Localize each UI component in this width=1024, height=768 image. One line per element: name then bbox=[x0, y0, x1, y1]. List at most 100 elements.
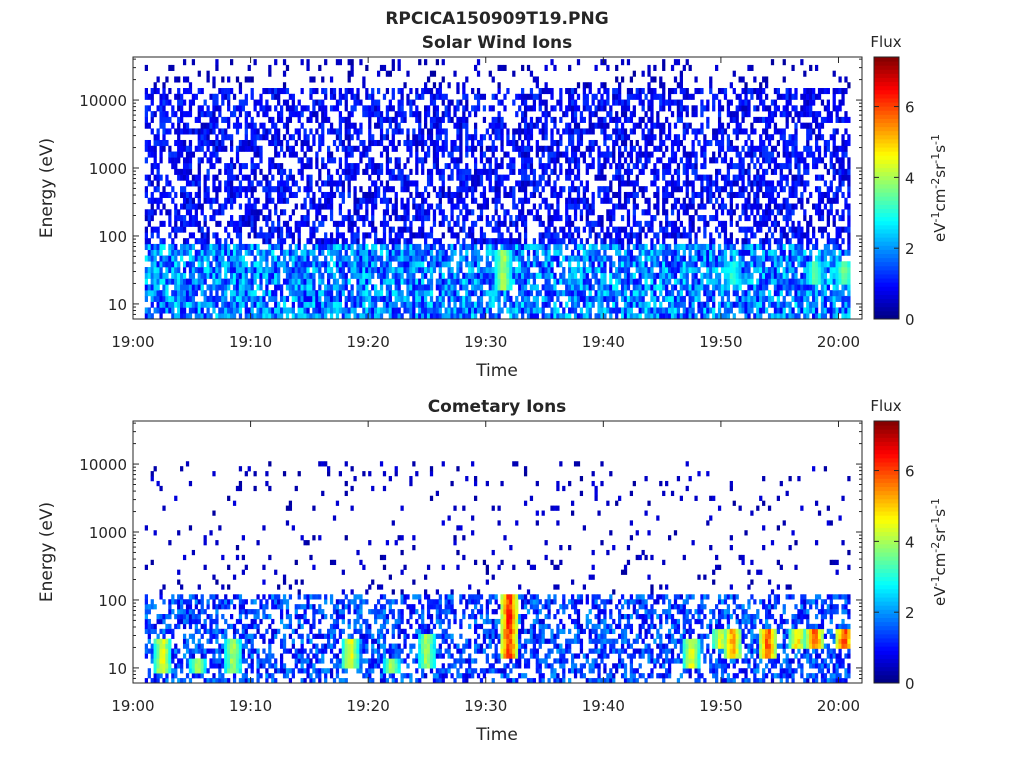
heatmap-cell bbox=[606, 122, 610, 129]
heatmap-cell bbox=[603, 163, 607, 170]
heatmap-cell bbox=[153, 272, 157, 279]
heatmap-cell bbox=[382, 197, 387, 204]
heatmap-cell bbox=[691, 301, 695, 308]
heatmap-cell bbox=[312, 197, 316, 204]
heatmap-cell bbox=[521, 272, 525, 279]
heatmap-cell bbox=[673, 203, 678, 210]
heatmap-cell bbox=[329, 209, 334, 216]
heatmap-cell bbox=[212, 105, 216, 112]
heatmap-cell bbox=[218, 243, 222, 250]
heatmap-cell bbox=[365, 249, 369, 256]
heatmap-cell bbox=[235, 249, 240, 256]
heatmap-cell bbox=[265, 261, 269, 268]
heatmap-cell bbox=[468, 168, 472, 175]
heatmap-cell bbox=[212, 232, 216, 239]
heatmap-cell bbox=[156, 186, 160, 193]
heatmap-cell bbox=[247, 174, 251, 181]
heatmap-cell bbox=[656, 261, 660, 268]
heatmap-cell bbox=[579, 111, 584, 118]
heatmap-cell bbox=[656, 111, 660, 118]
heatmap-cell bbox=[379, 295, 384, 302]
heatmap-cell bbox=[468, 307, 472, 314]
heatmap-cell bbox=[685, 278, 689, 285]
heatmap-cell bbox=[182, 203, 187, 210]
heatmap-cell bbox=[626, 215, 631, 222]
heatmap-cell bbox=[635, 88, 639, 95]
heatmap-cell bbox=[676, 111, 681, 118]
heatmap-cell bbox=[344, 278, 348, 285]
heatmap-cell bbox=[341, 220, 345, 227]
heatmap-cell bbox=[612, 272, 616, 279]
heatmap-cell bbox=[476, 272, 481, 279]
heatmap-cell bbox=[327, 301, 331, 308]
heatmap-cell bbox=[424, 122, 428, 129]
heatmap-cell bbox=[238, 232, 243, 239]
heatmap-cell bbox=[309, 295, 313, 302]
heatmap-cell bbox=[306, 64, 310, 71]
heatmap-cell bbox=[653, 64, 657, 71]
heatmap-cell bbox=[265, 111, 269, 118]
heatmap-cell bbox=[653, 284, 657, 291]
heatmap-cell bbox=[388, 278, 392, 285]
heatmap-cell bbox=[282, 59, 287, 66]
heatmap-cell bbox=[632, 313, 636, 320]
heatmap-cell bbox=[277, 261, 281, 268]
heatmap-cell bbox=[573, 238, 578, 245]
heatmap-cell bbox=[194, 209, 198, 216]
heatmap-cell bbox=[232, 226, 237, 233]
heatmap-cell bbox=[679, 278, 683, 285]
heatmap-cell bbox=[682, 255, 686, 262]
heatmap-cell bbox=[171, 255, 175, 262]
heatmap-cell bbox=[635, 243, 639, 250]
heatmap-cell bbox=[703, 139, 707, 147]
heatmap-cell bbox=[638, 272, 642, 279]
heatmap-cell bbox=[503, 290, 507, 297]
heatmap-cell bbox=[362, 290, 366, 297]
heatmap-cell bbox=[315, 261, 319, 268]
heatmap-cell bbox=[174, 168, 178, 175]
heatmap-cell bbox=[259, 272, 263, 279]
heatmap-cell bbox=[597, 267, 601, 274]
heatmap-cell bbox=[526, 290, 531, 297]
heatmap-cell bbox=[282, 191, 287, 199]
heatmap-cell bbox=[321, 76, 325, 83]
heatmap-cell bbox=[327, 180, 331, 187]
heatmap-cell bbox=[482, 307, 487, 314]
heatmap-cell bbox=[332, 295, 337, 302]
heatmap-cell bbox=[403, 249, 407, 256]
heatmap-cell bbox=[177, 209, 181, 216]
heatmap-cell bbox=[265, 290, 269, 297]
heatmap-cell bbox=[667, 157, 672, 164]
heatmap-cell bbox=[635, 163, 639, 170]
heatmap-cell bbox=[694, 174, 698, 181]
heatmap-cell bbox=[656, 209, 660, 216]
heatmap-cell bbox=[168, 295, 172, 302]
heatmap-cell bbox=[191, 284, 196, 291]
heatmap-cell bbox=[576, 278, 581, 285]
heatmap-cell bbox=[247, 203, 251, 210]
heatmap-cell bbox=[338, 59, 343, 66]
heatmap-cell bbox=[224, 295, 228, 302]
heatmap-cell bbox=[550, 116, 554, 123]
heatmap-cell bbox=[559, 272, 563, 279]
heatmap-cell bbox=[403, 215, 407, 222]
heatmap-cell bbox=[277, 215, 281, 222]
heatmap-cell bbox=[562, 226, 566, 233]
heatmap-cell bbox=[397, 295, 401, 302]
heatmap-cell bbox=[532, 261, 537, 268]
heatmap-cell bbox=[203, 197, 207, 204]
heatmap-cell bbox=[667, 191, 672, 199]
heatmap-cell bbox=[450, 226, 454, 233]
heatmap-cell bbox=[526, 249, 531, 256]
heatmap-cell bbox=[682, 168, 686, 175]
heatmap-cell bbox=[415, 209, 419, 216]
heatmap-cell bbox=[547, 209, 551, 216]
heatmap-cell bbox=[238, 278, 243, 285]
heatmap-cell bbox=[341, 267, 345, 274]
heatmap-cell bbox=[468, 145, 472, 152]
heatmap-cell bbox=[209, 284, 213, 291]
heatmap-cell bbox=[576, 93, 581, 100]
heatmap-cell bbox=[659, 76, 663, 83]
heatmap-cell bbox=[291, 105, 295, 112]
heatmap-cell bbox=[265, 272, 269, 279]
